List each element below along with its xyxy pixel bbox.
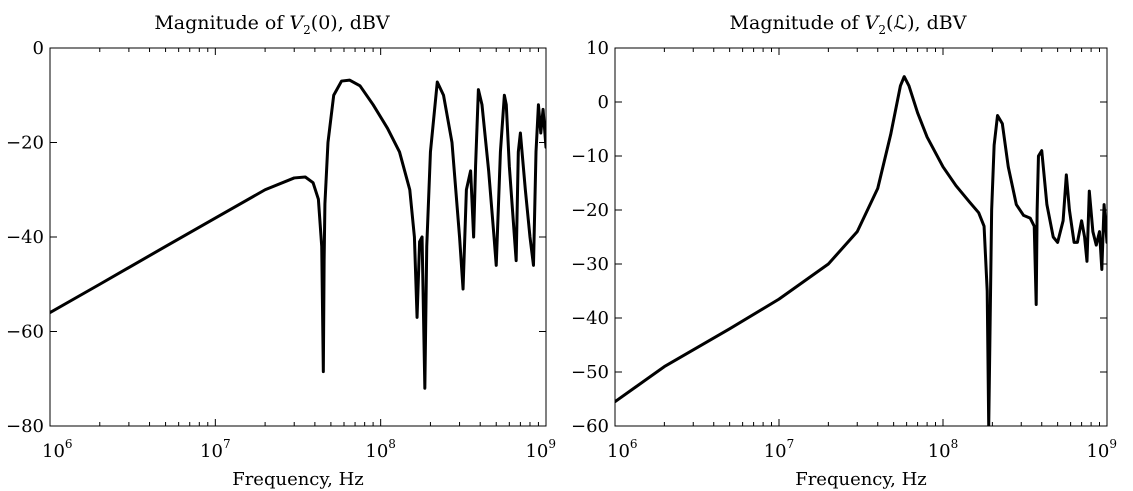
right-curve-group xyxy=(615,75,1107,426)
right-ticks: 106 107 108 109 10 0 −10 −20 −30 −40 −50 −60 xyxy=(571,38,1117,462)
left-x-tick-label: 109 xyxy=(525,437,556,462)
right-x-axis-label: Frequency, Hz xyxy=(795,469,927,490)
right-chart: Magnitude of V2(ℒ), dBV 106 107 108 109 10 0 −… xyxy=(571,12,1117,490)
right-y-tick-label: 10 xyxy=(586,38,609,59)
right-y-tick-label: 0 xyxy=(598,92,609,113)
right-y-tick-label: −60 xyxy=(571,416,609,437)
right-x-tick-label: 106 xyxy=(607,437,638,462)
right-magnitude-curve xyxy=(615,75,1107,426)
left-chart: Magnitude of V2(0), dBV 106 107 108 109 0 −20… xyxy=(6,12,556,490)
right-y-tick-label: −30 xyxy=(571,254,609,275)
right-y-tick-label: −10 xyxy=(571,146,609,167)
left-y-tick-label: 0 xyxy=(33,38,44,59)
right-y-tick-label: −50 xyxy=(571,362,609,383)
left-x-tick-label: 106 xyxy=(42,437,73,462)
left-x-axis-label: Frequency, Hz xyxy=(232,469,364,490)
right-x-tick-label: 109 xyxy=(1086,437,1117,462)
right-y-tick-label: −40 xyxy=(571,308,609,329)
left-curve-group xyxy=(50,78,546,390)
right-x-tick-label: 108 xyxy=(928,437,959,462)
left-y-tick-label: −20 xyxy=(6,133,44,154)
left-x-tick-label: 107 xyxy=(200,437,231,462)
left-ticks: 106 107 108 109 0 −20 −40 −60 −80 xyxy=(6,38,556,462)
left-plot-frame xyxy=(49,47,547,427)
left-y-tick-label: −60 xyxy=(6,322,44,343)
left-magnitude-curve xyxy=(50,78,546,390)
left-y-tick-label: −40 xyxy=(6,227,44,248)
right-y-tick-label: −20 xyxy=(571,200,609,221)
left-chart-title: Magnitude of V2(0), dBV xyxy=(154,12,390,37)
right-chart-title: Magnitude of V2(ℒ), dBV xyxy=(730,12,967,37)
left-x-tick-label: 108 xyxy=(365,437,396,462)
left-y-tick-label: −80 xyxy=(6,416,44,437)
right-x-tick-label: 107 xyxy=(764,437,795,462)
